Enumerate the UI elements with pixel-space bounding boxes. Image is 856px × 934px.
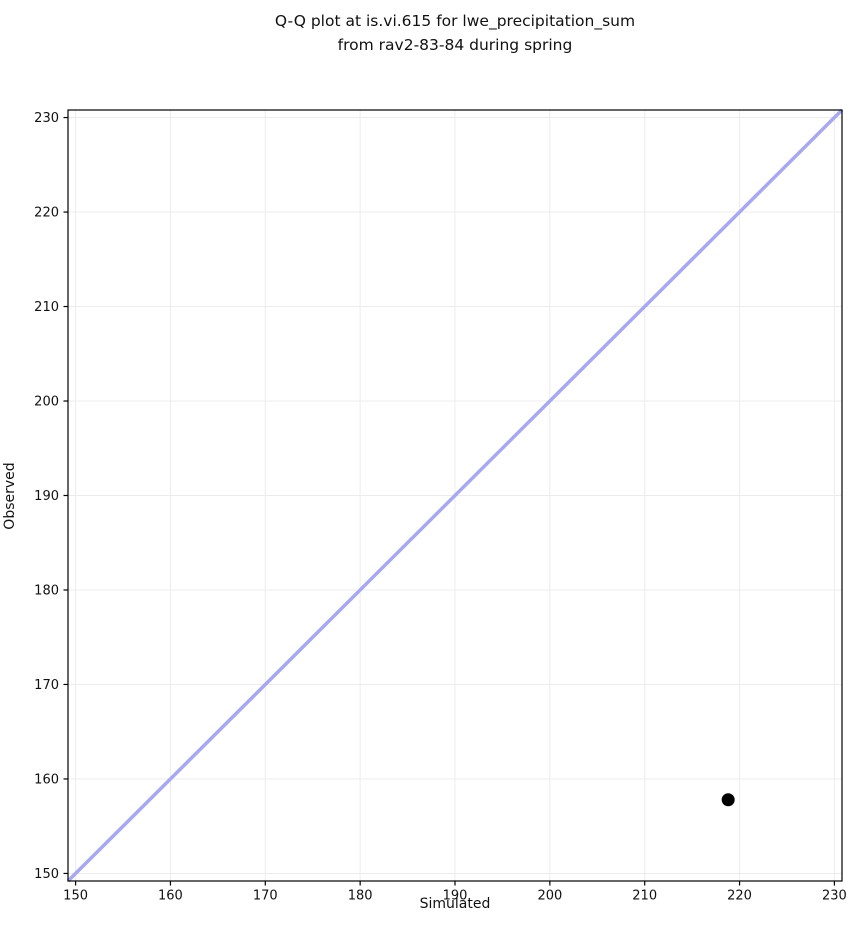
y-tick-label: 170 (34, 678, 59, 693)
y-tick-label: 220 (34, 206, 59, 221)
y-tick-label: 210 (34, 300, 59, 315)
y-tick-label: 160 (34, 772, 59, 787)
x-tick-label: 200 (537, 889, 562, 904)
x-tick-label: 180 (348, 889, 373, 904)
x-tick-label: 160 (158, 889, 183, 904)
y-tick-label: 150 (34, 867, 59, 882)
x-tick-label: 210 (632, 889, 657, 904)
y-tick-label: 200 (34, 395, 59, 410)
x-tick-label: 170 (253, 889, 278, 904)
y-tick-label: 180 (34, 583, 59, 598)
x-tick-label: 190 (443, 889, 468, 904)
y-tick-label: 230 (34, 111, 59, 126)
identity-reference-line (66, 108, 844, 883)
x-axis-label: Simulated (419, 896, 491, 912)
y-axis-label: Observed (2, 462, 18, 530)
x-tick-label: 150 (63, 889, 88, 904)
chart-title: Q-Q plot at is.vi.615 for lwe_precipitat… (274, 12, 636, 54)
y-tick-label: 190 (34, 489, 59, 504)
x-tick-label: 230 (822, 889, 847, 904)
data-point (721, 793, 735, 807)
x-tick-label: 220 (727, 889, 752, 904)
